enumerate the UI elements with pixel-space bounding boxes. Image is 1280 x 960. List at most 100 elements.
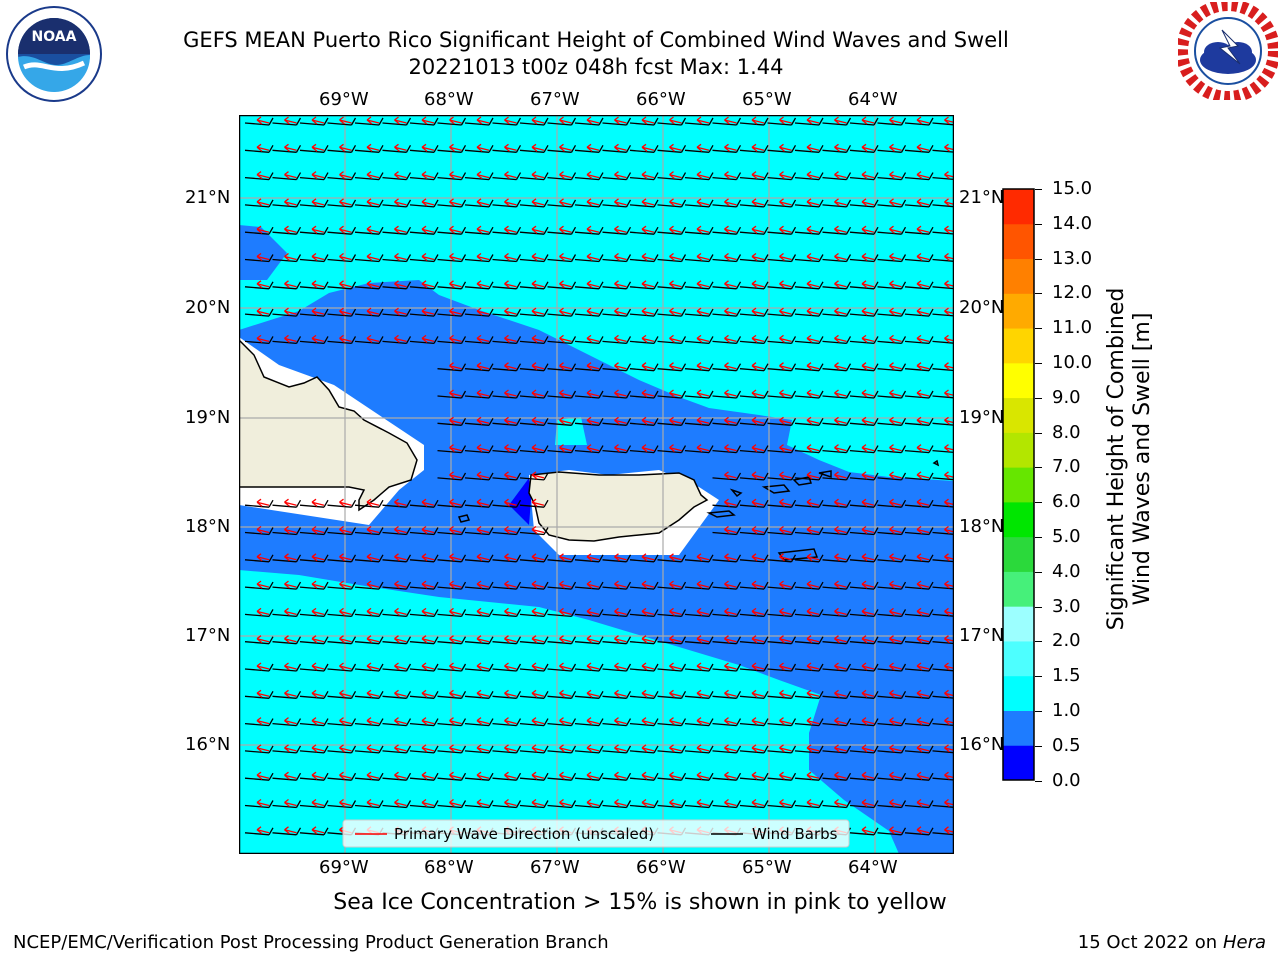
wave-direction-arrow <box>449 225 462 234</box>
wave-direction-arrow <box>476 717 490 726</box>
lat-label-left: 21°N <box>185 187 231 208</box>
wind-barb <box>382 226 412 235</box>
lat-label-right: 20°N <box>959 297 1005 318</box>
wave-direction-arrow <box>339 252 352 262</box>
wave-direction-arrow <box>366 252 380 262</box>
wind-barb <box>547 554 577 563</box>
wind-barb <box>409 718 439 727</box>
wind-barb <box>354 336 384 345</box>
wave-direction-arrow <box>476 389 490 398</box>
wave-direction-arrow <box>614 689 627 698</box>
wind-barb <box>657 663 687 672</box>
wave-direction-arrow <box>834 553 847 562</box>
wind-barb <box>602 772 632 781</box>
wave-direction-arrow <box>669 444 682 453</box>
wind-barb <box>712 254 742 263</box>
wind-barb <box>464 499 494 508</box>
wave-direction-arrow <box>806 171 820 180</box>
wind-barb <box>327 144 357 153</box>
wind-barb <box>519 772 549 781</box>
wind-barb <box>547 772 577 781</box>
wind-barb <box>822 417 852 426</box>
wind-barb <box>877 390 907 399</box>
wave-direction-arrow <box>476 635 490 644</box>
wind-barb <box>904 281 934 290</box>
colorbar-swatch <box>1003 189 1034 225</box>
wave-direction-arrow <box>614 252 627 262</box>
wave-direction-arrow <box>834 525 847 535</box>
wave-direction-arrow <box>834 362 847 371</box>
wave-direction-arrow <box>751 662 765 671</box>
wind-barb <box>877 172 907 181</box>
wave-direction-arrow <box>944 334 954 343</box>
wind-barb <box>932 641 954 645</box>
wave-direction-arrow <box>449 744 462 753</box>
wind-barb <box>904 445 934 454</box>
colorbar-tick-mark <box>1035 502 1042 504</box>
wind-barb <box>629 336 659 345</box>
wind-barb <box>904 636 934 645</box>
footer-host: Hera <box>1222 932 1266 953</box>
wave-direction-arrow <box>504 198 517 207</box>
wave-direction-arrow <box>476 771 490 780</box>
wave-direction-arrow <box>311 143 325 152</box>
wind-barb <box>822 199 852 208</box>
wind-barb <box>437 144 467 153</box>
wind-barb <box>382 199 412 208</box>
wind-barb <box>602 417 632 426</box>
wind-barb <box>877 363 907 372</box>
wind-barb <box>492 281 522 290</box>
wind-barb <box>849 772 879 781</box>
wind-barb <box>657 636 687 645</box>
wind-barb <box>464 800 494 809</box>
wind-barb <box>409 772 439 781</box>
wave-direction-arrow <box>504 498 517 507</box>
wave-direction-arrow <box>724 498 737 507</box>
wind-barb <box>849 827 879 836</box>
wave-direction-arrow <box>669 771 682 780</box>
wave-direction-arrow <box>724 717 737 726</box>
wind-barb <box>574 226 604 235</box>
wave-direction-arrow <box>339 280 352 289</box>
wind-barb <box>602 199 632 208</box>
colorbar-tick-mark <box>1035 537 1042 538</box>
wind-barb <box>712 800 742 809</box>
wave-direction-arrow <box>834 662 847 671</box>
wind-barb <box>574 281 604 290</box>
wave-direction-arrow <box>504 362 517 371</box>
wind-barb <box>657 172 687 181</box>
wave-direction-arrow <box>394 553 407 562</box>
wind-barb <box>492 117 522 126</box>
wind-barb <box>382 499 412 508</box>
wave-direction-arrow <box>861 334 875 343</box>
wave-direction-arrow <box>559 116 572 125</box>
wind-barb <box>932 176 954 181</box>
wave-direction-arrow <box>779 252 792 262</box>
wave-direction-arrow <box>889 525 902 535</box>
wave-direction-arrow <box>861 280 875 289</box>
wave-direction-arrow <box>889 280 902 289</box>
wind-barb <box>684 609 714 618</box>
wind-barb <box>904 718 934 727</box>
wave-direction-arrow <box>916 553 930 562</box>
wind-barb <box>409 172 439 181</box>
wave-direction-arrow <box>641 580 655 589</box>
wind-barb <box>382 172 412 181</box>
wind-barb <box>602 445 632 454</box>
wind-barb <box>354 581 384 590</box>
wind-barb <box>299 199 329 208</box>
wave-direction-arrow <box>696 198 710 207</box>
wind-barb <box>492 363 522 372</box>
wind-barb <box>574 609 604 618</box>
wind-barb <box>299 308 329 317</box>
wave-direction-arrow <box>889 116 902 125</box>
wind-barb <box>574 172 604 181</box>
wave-direction-arrow <box>861 717 875 726</box>
wave-direction-arrow <box>311 280 325 289</box>
wind-barb <box>272 718 302 727</box>
wave-direction-arrow <box>394 307 407 316</box>
wave-direction-arrow <box>944 662 954 671</box>
wind-barb <box>464 281 494 290</box>
wind-barb <box>492 772 522 781</box>
wind-barb <box>272 663 302 672</box>
